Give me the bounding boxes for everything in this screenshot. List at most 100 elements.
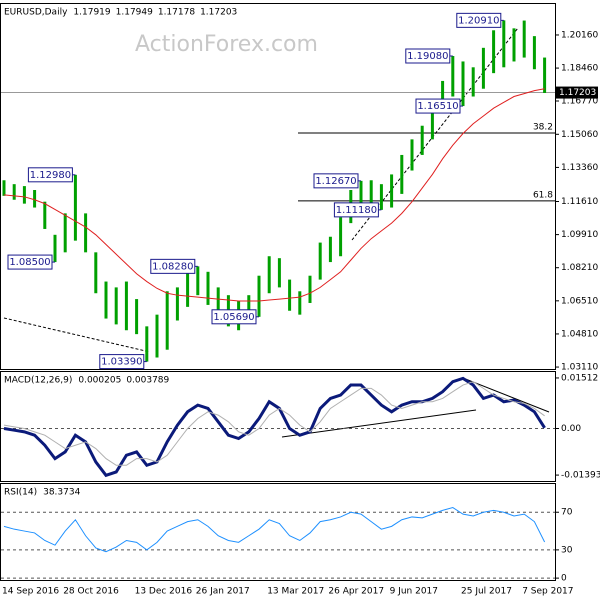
price-bar: [481, 47, 485, 89]
panel-title: MACD(12,26,9): [4, 376, 72, 386]
price-bar: [114, 287, 118, 325]
price-bar: [400, 154, 404, 194]
price-bar: [471, 67, 475, 97]
y-tick-label: 0: [561, 574, 567, 584]
annotation-label: 1.16510: [417, 101, 458, 112]
x-tick-label: 28 Oct 2016: [63, 587, 119, 597]
y-tick-label: 1.03110: [561, 363, 598, 373]
price-bar: [328, 236, 332, 263]
price-panel: [0, 3, 556, 370]
price-bar: [84, 213, 88, 253]
price-bar: [145, 326, 149, 362]
price-bar: [104, 281, 108, 319]
price-bar: [420, 125, 424, 155]
trend-line: [462, 377, 550, 413]
trend-line: [281, 409, 477, 438]
price-bar: [257, 275, 261, 317]
fib-label: 61.8: [533, 190, 553, 200]
x-tick-label: 14 Sep 2016: [2, 587, 59, 597]
fib-label: 38.2: [533, 122, 553, 132]
y-tick-label: 1.11610: [561, 197, 598, 207]
price-bar: [206, 271, 210, 305]
annotation-box: [456, 12, 502, 28]
price-bar: [461, 61, 465, 107]
y-tick-label: 1.15060: [561, 130, 598, 140]
price-bar: [124, 281, 128, 331]
x-tick-label: 26 Apr 2017: [328, 587, 384, 597]
y-tick-label: 0.01512: [561, 373, 598, 383]
header-value: 0.000205: [78, 376, 121, 386]
price-bar: [308, 275, 312, 303]
price-bar: [390, 174, 394, 208]
annotation-label: 1.11180: [336, 205, 377, 216]
y-tick-label: -0.01393: [561, 471, 600, 481]
header-value: 1.17178: [158, 8, 195, 18]
annotation-box: [211, 309, 257, 325]
moving-average: [3, 88, 545, 302]
y-tick-label: 1.09910: [561, 230, 598, 240]
annotation-box: [415, 98, 461, 114]
annotation-label: 1.12980: [30, 170, 71, 181]
price-bar: [298, 291, 302, 315]
price-bar: [359, 180, 363, 212]
watermark: ActionForex.com: [135, 32, 318, 57]
price-bar: [53, 234, 57, 263]
price-bar: [532, 36, 536, 70]
header-value: 1.17919: [73, 8, 110, 18]
price-bar: [492, 30, 496, 74]
price-bar: [216, 287, 220, 319]
x-tick-label: 26 Jan 2017: [196, 587, 250, 597]
price-bar: [318, 242, 322, 280]
x-tick-label: 9 Jun 2017: [390, 587, 438, 597]
indicator-line: [3, 381, 545, 466]
annotation-box: [150, 258, 196, 274]
price-bar: [379, 184, 383, 210]
price-bar: [135, 299, 139, 335]
price-bar: [543, 57, 547, 94]
annotation-box: [27, 167, 73, 183]
price-bar: [33, 190, 37, 208]
price-bar: [288, 279, 292, 311]
price-bar: [451, 56, 455, 97]
header-value: 0.003789: [126, 376, 169, 386]
y-tick-label: 70: [561, 508, 573, 518]
price-bar: [267, 256, 271, 294]
price-bar: [175, 287, 179, 321]
price-bar: [277, 258, 281, 288]
y-tick-label: 0.00: [561, 424, 581, 434]
annotation-box: [405, 48, 451, 64]
price-bar: [441, 80, 445, 113]
annotation-label: 1.08500: [9, 257, 50, 268]
x-tick-label: 25 Jul 2017: [461, 587, 512, 597]
header-value: 1.17203: [200, 8, 237, 18]
last-price-label: 1.17203: [559, 88, 596, 98]
price-bar: [410, 139, 414, 171]
rsi-panel: [0, 483, 556, 581]
x-tick-label: 13 Mar 2017: [267, 587, 324, 597]
y-tick-label: 1.18460: [561, 64, 598, 74]
price-bar: [502, 20, 506, 68]
y-tick-label: 1.16770: [561, 96, 598, 106]
price-bar: [43, 201, 47, 229]
price-bar: [369, 180, 373, 204]
price-bar: [73, 174, 77, 241]
annotation-label: 1.08280: [152, 261, 193, 272]
header-value: 38.3734: [43, 488, 80, 498]
macd-panel: [0, 371, 556, 482]
y-tick-label: 1.20160: [561, 30, 598, 40]
y-tick-label: 1.13360: [561, 163, 598, 173]
price-bar: [430, 100, 434, 140]
header-value: 1.17949: [116, 8, 153, 18]
annotation-label: 1.05690: [213, 312, 254, 323]
price-bar: [247, 295, 251, 323]
annotation-label: 1.03390: [101, 357, 142, 368]
price-bar: [512, 28, 516, 62]
price-bar: [2, 180, 6, 196]
annotation-box: [333, 202, 379, 218]
last-price-box: [556, 86, 598, 99]
indicator-line: [3, 376, 546, 478]
annotation-box: [313, 173, 359, 189]
annotation-box: [99, 354, 145, 370]
y-tick-label: 1.06510: [561, 296, 598, 306]
